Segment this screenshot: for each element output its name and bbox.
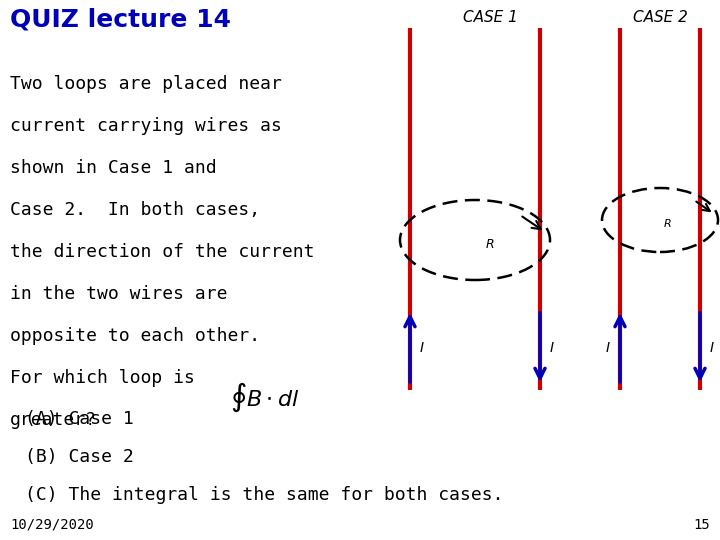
Text: For which loop is: For which loop is — [10, 369, 195, 387]
Text: I: I — [606, 341, 610, 354]
Text: Case 2.  In both cases,: Case 2. In both cases, — [10, 201, 260, 219]
Text: (B) Case 2: (B) Case 2 — [25, 448, 134, 466]
Text: Two loops are placed near: Two loops are placed near — [10, 75, 282, 93]
Text: (C) The integral is the same for both cases.: (C) The integral is the same for both ca… — [25, 486, 503, 504]
Text: greater?: greater? — [10, 411, 97, 429]
Text: current carrying wires as: current carrying wires as — [10, 117, 282, 135]
Text: $\oint B \cdot dl$: $\oint B \cdot dl$ — [230, 381, 300, 414]
Text: R: R — [486, 239, 495, 252]
Text: (A) Case 1: (A) Case 1 — [25, 410, 134, 428]
Text: shown in Case 1 and: shown in Case 1 and — [10, 159, 217, 177]
Text: I: I — [550, 341, 554, 354]
Text: CASE 1: CASE 1 — [462, 10, 518, 25]
Text: the direction of the current: the direction of the current — [10, 243, 315, 261]
Text: I: I — [710, 341, 714, 354]
Text: in the two wires are: in the two wires are — [10, 285, 228, 303]
Text: 10/29/2020: 10/29/2020 — [10, 518, 94, 532]
Text: R: R — [664, 219, 672, 229]
Text: I: I — [420, 341, 424, 354]
Text: 15: 15 — [693, 518, 710, 532]
Text: QUIZ lecture 14: QUIZ lecture 14 — [10, 8, 231, 32]
Text: opposite to each other.: opposite to each other. — [10, 327, 260, 345]
Text: CASE 2: CASE 2 — [633, 10, 688, 25]
